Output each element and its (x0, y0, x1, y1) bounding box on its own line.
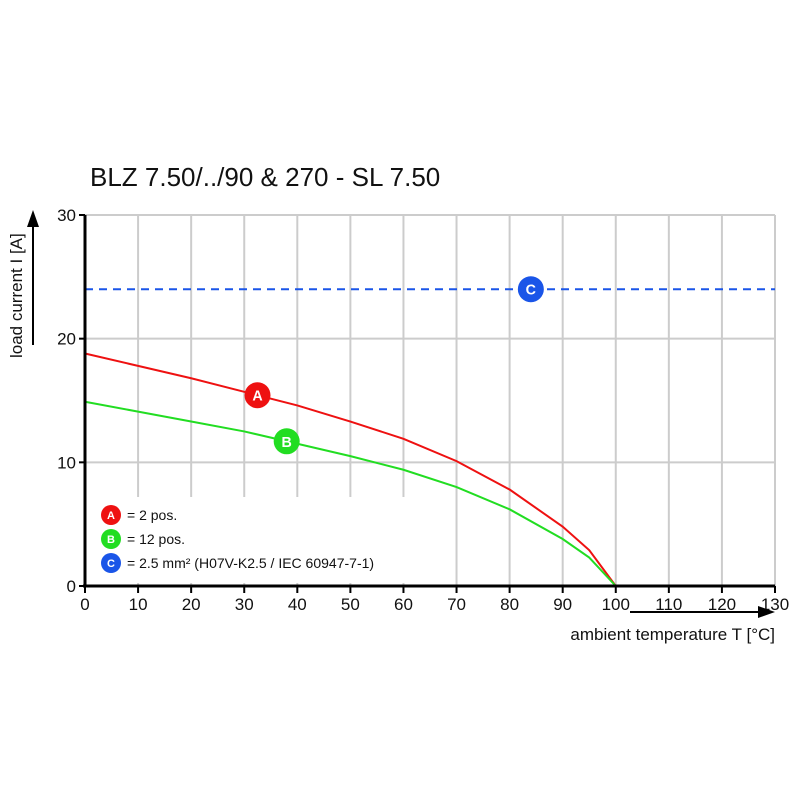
series-marker-A-circle (244, 382, 271, 409)
legend-label-A: = 2 pos. (127, 507, 177, 523)
legend-marker-C-letter: C (107, 558, 115, 570)
x-tick-label: 120 (708, 595, 736, 614)
y-tick-label: 10 (57, 453, 76, 472)
legend-marker-A-letter: A (107, 510, 115, 522)
series-A: A (84, 352, 617, 587)
series-marker-C-letter: C (526, 283, 536, 299)
y-tick-label: 0 (67, 577, 76, 596)
y-axis-arrow-head (27, 210, 39, 227)
series-C: C (85, 276, 775, 303)
legend-label-C: = 2.5 mm² (H07V-K2.5 / IEC 60947-7-1) (127, 555, 374, 571)
series-marker-A-letter: A (252, 389, 262, 405)
legend-marker-A-circle (101, 505, 121, 525)
x-tick-label: 50 (341, 595, 360, 614)
x-tick-label: 0 (80, 595, 89, 614)
x-tick-label: 110 (655, 595, 682, 614)
legend-item-B: B = 12 pos. (101, 529, 185, 549)
y-axis-label: load current I [A] (7, 233, 26, 358)
legend-background (88, 497, 423, 583)
x-axis-label: ambient temperature T [°C] (570, 625, 775, 644)
legend-label-B: = 12 pos. (127, 531, 185, 547)
x-tick-label: 90 (553, 595, 572, 614)
x-tick-label: 130 (761, 595, 789, 614)
x-tick-label: 80 (500, 595, 519, 614)
legend-marker-B-circle (101, 529, 121, 549)
legend-marker-B-letter: B (107, 534, 115, 546)
x-tick-label: 70 (447, 595, 466, 614)
series-B: B (84, 400, 617, 587)
x-tick-label: 10 (129, 595, 148, 614)
y-tick-label: 30 (57, 206, 76, 225)
legend-item-C: C = 2.5 mm² (H07V-K2.5 / IEC 60947-7-1) (101, 553, 374, 573)
series-line-B (84, 400, 617, 587)
series-marker-C-circle (517, 276, 544, 303)
x-tick-label: 40 (288, 595, 307, 614)
series-line-A (84, 352, 617, 587)
x-tick-label: 30 (235, 595, 254, 614)
legend-item-A: A = 2 pos. (101, 505, 177, 525)
series-marker-B-letter: B (282, 435, 292, 451)
x-tick-label: 100 (602, 595, 630, 614)
y-tick-label: 20 (57, 330, 76, 349)
x-axis-arrow-head (758, 606, 775, 618)
chart-title: BLZ 7.50/../90 & 270 - SL 7.50 (90, 162, 440, 192)
legend-marker-C-circle (101, 553, 121, 573)
series-marker-B-circle (273, 428, 300, 455)
x-tick-label: 20 (182, 595, 201, 614)
x-tick-label: 60 (394, 595, 413, 614)
